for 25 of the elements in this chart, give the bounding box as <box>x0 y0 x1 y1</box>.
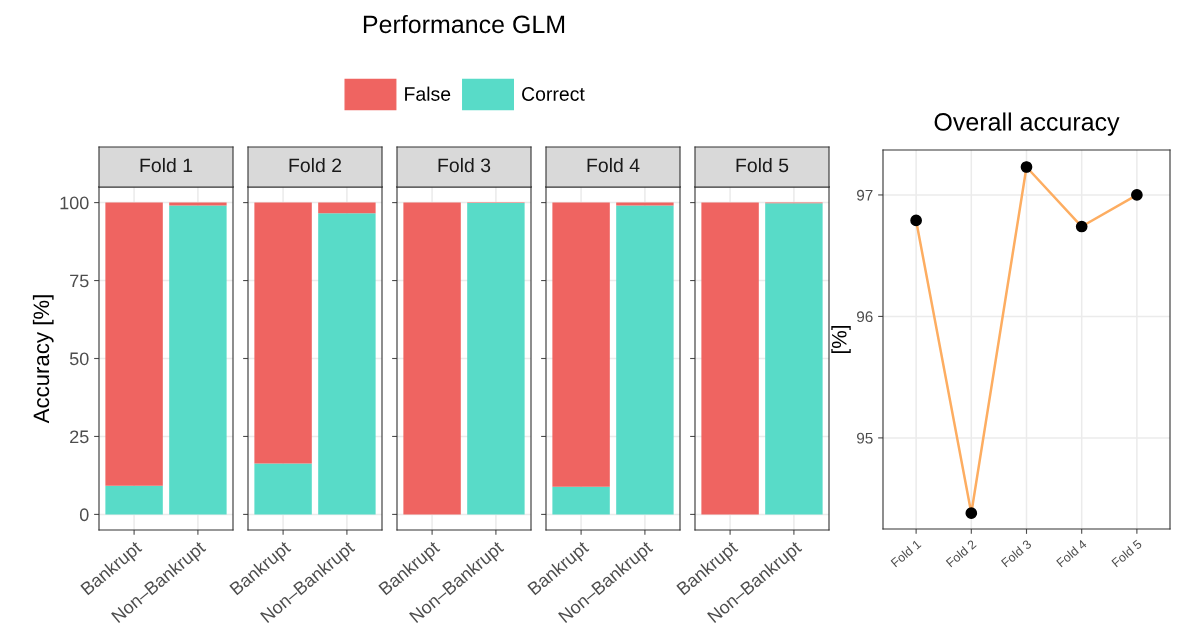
chart-subtitle: Fold 5 <box>736 157 789 173</box>
y-tick-label: 50 <box>69 352 89 366</box>
y-tick-label: 100 <box>60 196 89 210</box>
bar <box>105 485 163 515</box>
chart-subtitle: Fold 2 <box>289 157 342 173</box>
x-tick-label: Fold 5 <box>1111 539 1143 568</box>
legend-label: False <box>405 86 451 101</box>
text: Performance GLM <box>363 14 565 34</box>
y-tick-label: 0 <box>79 508 89 522</box>
chart-title: Overall accuracy <box>934 112 1120 136</box>
y-axis-title: [%] <box>831 325 851 354</box>
y-tick-label: 95 <box>857 432 873 444</box>
y-tick-label: 96 <box>857 311 873 323</box>
legend-label: Correct <box>522 87 585 101</box>
chart-subtitle: Fold 4 <box>587 157 640 173</box>
y-tick-label: 97 <box>857 189 873 201</box>
y-axis-title: Accuracy [%] <box>32 295 54 424</box>
chart-subtitle: Fold 3 <box>438 157 491 173</box>
x-tick-label: Fold 4 <box>1055 538 1088 568</box>
x-tick-label: Fold 3 <box>1000 539 1032 568</box>
y-tick-label: 25 <box>70 430 89 444</box>
chart-subtitle: Fold 1 <box>140 157 193 173</box>
x-tick-label: Fold 2 <box>945 539 977 568</box>
x-tick-label: Fold 1 <box>890 539 922 568</box>
y-tick-label: 75 <box>70 274 89 288</box>
